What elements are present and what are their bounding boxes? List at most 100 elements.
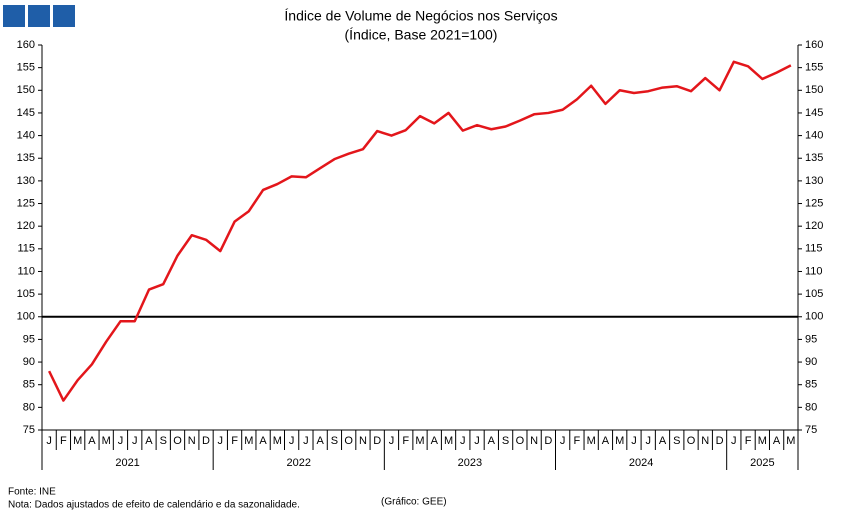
x-tick-label: D (716, 435, 724, 447)
y2-tick-label: 160 (805, 39, 823, 51)
logo-square (3, 5, 25, 27)
x-tick-label: S (160, 435, 167, 447)
x-tick-label: D (373, 435, 381, 447)
y2-tick-label: 115 (805, 243, 823, 255)
x-tick-label: J (631, 435, 637, 447)
x-tick-label: N (359, 435, 367, 447)
x-tick-label: A (316, 435, 324, 447)
x-tick-label: J (474, 435, 480, 447)
chart-title: Índice de Volume de Negócios nos Serviço… (284, 8, 557, 24)
x-tick-label: M (73, 435, 82, 447)
x-tick-label: J (731, 435, 737, 447)
source: Fonte: INE (8, 487, 56, 498)
y2-tick-label: 75 (805, 424, 817, 436)
y-tick-label: 85 (23, 379, 35, 391)
x-tick-label: M (415, 435, 424, 447)
x-tick-label: A (659, 435, 667, 447)
x-tick-label: J (289, 435, 295, 447)
x-tick-label: J (645, 435, 651, 447)
x-tick-label: M (786, 435, 795, 447)
x-tick-label: J (118, 435, 124, 447)
y2-tick-label: 135 (805, 152, 823, 164)
y2-tick-label: 145 (805, 107, 823, 119)
x-tick-label: A (145, 435, 153, 447)
y-tick-label: 115 (17, 243, 35, 255)
x-tick-label: A (259, 435, 267, 447)
note: Nota: Dados ajustados de efeito de calen… (8, 500, 300, 511)
x-tick-label: N (530, 435, 538, 447)
y2-tick-label: 80 (805, 401, 817, 413)
x-tick-label: J (460, 435, 466, 447)
x-tick-label: F (574, 435, 581, 447)
x-tick-label: A (773, 435, 781, 447)
x-tick-label: F (231, 435, 238, 447)
y-tick-label: 105 (17, 288, 35, 300)
x-tick-label: F (745, 435, 752, 447)
y-tick-label: 155 (17, 62, 35, 74)
y2-tick-label: 110 (805, 265, 823, 277)
logo-square (53, 5, 75, 27)
x-tick-label: S (673, 435, 680, 447)
x-tick-label: N (701, 435, 709, 447)
x-tick-label: F (60, 435, 67, 447)
x-tick-label: M (587, 435, 596, 447)
x-tick-label: N (188, 435, 196, 447)
x-tick-label: S (502, 435, 509, 447)
credit: (Gráfico: GEE) (381, 497, 447, 508)
x-tick-label: A (602, 435, 610, 447)
y-tick-label: 140 (17, 129, 35, 141)
x-tick-label: A (88, 435, 96, 447)
x-tick-label: M (102, 435, 111, 447)
x-tick-label: J (46, 435, 52, 447)
y-tick-label: 80 (23, 401, 35, 413)
y2-tick-label: 95 (805, 333, 817, 345)
y-tick-label: 95 (23, 333, 35, 345)
y-tick-label: 150 (17, 84, 35, 96)
y-tick-label: 75 (23, 424, 35, 436)
y-tick-label: 90 (23, 356, 35, 368)
x-tick-label: M (615, 435, 624, 447)
year-label: 2021 (115, 457, 139, 469)
y-tick-label: 125 (17, 197, 35, 209)
y2-tick-label: 130 (805, 175, 823, 187)
y-tick-label: 100 (17, 311, 35, 323)
series-line (48, 60, 792, 402)
year-label: 2024 (629, 457, 653, 469)
x-tick-label: O (516, 435, 525, 447)
y2-tick-label: 105 (805, 288, 823, 300)
x-tick-label: O (173, 435, 182, 447)
y2-tick-label: 90 (805, 356, 817, 368)
x-tick-label: J (132, 435, 138, 447)
year-label: 2022 (287, 457, 311, 469)
x-tick-label: A (488, 435, 496, 447)
year-label: 2025 (750, 457, 774, 469)
y2-tick-label: 100 (805, 311, 823, 323)
x-tick-label: M (273, 435, 282, 447)
x-tick-label: S (331, 435, 338, 447)
x-tick-label: J (303, 435, 309, 447)
y2-tick-label: 120 (805, 220, 823, 232)
x-tick-label: A (431, 435, 439, 447)
y2-tick-label: 85 (805, 379, 817, 391)
y-tick-label: 110 (17, 265, 35, 277)
x-tick-label: J (218, 435, 224, 447)
chart-subtitle: (Índice, Base 2021=100) (345, 27, 498, 43)
x-tick-label: O (344, 435, 353, 447)
x-tick-label: D (202, 435, 210, 447)
y-tick-label: 120 (17, 220, 35, 232)
y2-tick-label: 150 (805, 84, 823, 96)
x-tick-label: M (758, 435, 767, 447)
y-tick-label: 145 (17, 107, 35, 119)
y2-tick-label: 125 (805, 197, 823, 209)
x-tick-label: M (244, 435, 253, 447)
y-tick-label: 130 (17, 175, 35, 187)
x-tick-label: F (402, 435, 409, 447)
x-tick-label: O (687, 435, 696, 447)
year-label: 2023 (458, 457, 482, 469)
y2-tick-label: 140 (805, 129, 823, 141)
logo-square (28, 5, 50, 27)
x-tick-label: M (444, 435, 453, 447)
y2-tick-label: 155 (805, 62, 823, 74)
y-tick-label: 135 (17, 152, 35, 164)
